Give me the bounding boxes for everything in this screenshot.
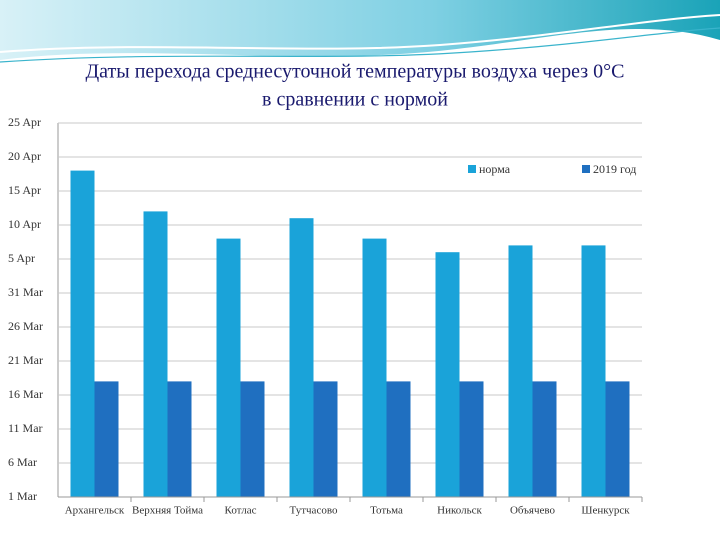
bar	[167, 381, 192, 497]
header-decoration	[0, 0, 720, 63]
x-tick-label: Объячево	[510, 505, 556, 517]
bar	[362, 238, 387, 497]
bar	[94, 381, 119, 497]
y-tick-label: 6 Mar	[8, 455, 37, 469]
bar	[605, 381, 630, 497]
legend-swatch	[468, 165, 476, 173]
x-tick-label: Тотьма	[370, 505, 403, 517]
y-tick-label: 21 Mar	[8, 353, 43, 367]
bar	[289, 218, 314, 497]
y-tick-label: 31 Mar	[8, 285, 43, 299]
legend-label: 2019 год	[593, 162, 636, 176]
x-tick-label: Тутчасово	[290, 505, 338, 517]
y-tick-label: 5 Apr	[8, 251, 35, 265]
y-tick-label: 26 Mar	[8, 319, 43, 333]
y-tick-label: 10 Apr	[8, 217, 41, 231]
bar	[216, 238, 241, 497]
bar	[459, 381, 484, 497]
bar	[313, 381, 338, 497]
x-tick-label: Никольск	[437, 505, 482, 517]
y-tick-label: 25 Apr	[8, 115, 41, 129]
bar	[70, 170, 95, 497]
bar	[435, 252, 460, 497]
chart-title: Даты перехода среднесуточной температуры…	[86, 61, 625, 83]
y-tick-label: 1 Mar	[8, 489, 37, 503]
x-tick-label: Шенкурск	[581, 505, 630, 517]
bar	[508, 245, 533, 497]
y-tick-label: 11 Mar	[8, 421, 43, 435]
bar	[143, 211, 168, 497]
legend-label: норма	[479, 162, 511, 176]
bar	[386, 381, 411, 497]
x-tick-label: Котлас	[225, 505, 257, 517]
y-tick-label: 16 Mar	[8, 387, 43, 401]
legend-swatch	[582, 165, 590, 173]
bar	[240, 381, 265, 497]
bar	[532, 381, 557, 497]
y-tick-label: 20 Apr	[8, 149, 41, 163]
x-tick-label: Верхняя Тойма	[132, 505, 203, 517]
chart-title: в сравнении с нормой	[262, 89, 448, 111]
bar	[581, 245, 606, 497]
x-tick-label: Архангельск	[65, 505, 125, 517]
y-tick-label: 15 Apr	[8, 183, 41, 197]
